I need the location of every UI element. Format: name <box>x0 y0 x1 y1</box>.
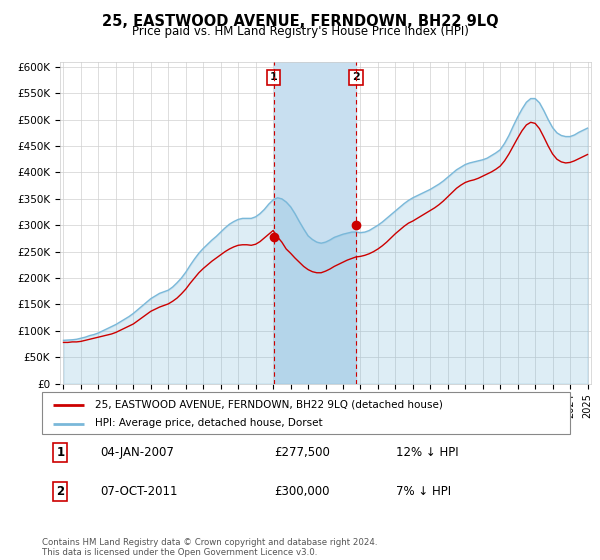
Text: 12% ↓ HPI: 12% ↓ HPI <box>396 446 458 459</box>
Text: 1: 1 <box>270 72 278 82</box>
Text: 7% ↓ HPI: 7% ↓ HPI <box>396 485 451 498</box>
FancyBboxPatch shape <box>42 392 570 434</box>
Text: 25, EASTWOOD AVENUE, FERNDOWN, BH22 9LQ (detached house): 25, EASTWOOD AVENUE, FERNDOWN, BH22 9LQ … <box>95 400 443 409</box>
Text: 25, EASTWOOD AVENUE, FERNDOWN, BH22 9LQ: 25, EASTWOOD AVENUE, FERNDOWN, BH22 9LQ <box>101 14 499 29</box>
Text: £277,500: £277,500 <box>274 446 330 459</box>
Text: Contains HM Land Registry data © Crown copyright and database right 2024.
This d: Contains HM Land Registry data © Crown c… <box>42 538 377 557</box>
Text: 04-JAN-2007: 04-JAN-2007 <box>100 446 174 459</box>
Text: HPI: Average price, detached house, Dorset: HPI: Average price, detached house, Dors… <box>95 418 322 428</box>
Text: 2: 2 <box>352 72 360 82</box>
Text: 1: 1 <box>56 446 65 459</box>
Bar <box>274 62 356 384</box>
Text: 2: 2 <box>56 485 65 498</box>
Text: 07-OCT-2011: 07-OCT-2011 <box>100 485 178 498</box>
Text: Price paid vs. HM Land Registry's House Price Index (HPI): Price paid vs. HM Land Registry's House … <box>131 25 469 38</box>
Text: £300,000: £300,000 <box>274 485 330 498</box>
